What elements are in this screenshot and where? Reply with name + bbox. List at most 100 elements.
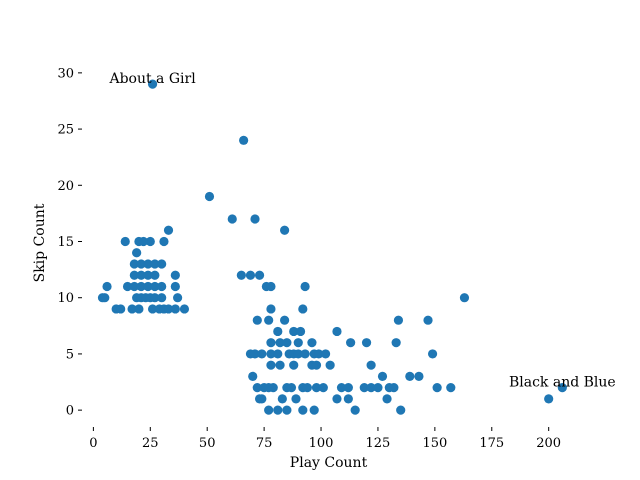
data-point — [309, 405, 319, 415]
data-point — [254, 270, 265, 280]
data-point — [275, 360, 285, 370]
data-point — [314, 349, 324, 359]
x-tick-label: 125 — [366, 436, 391, 451]
data-point — [332, 326, 342, 337]
data-point — [414, 371, 424, 382]
data-point — [163, 304, 174, 314]
data-point — [298, 304, 308, 314]
x-tick-label: 100 — [309, 436, 334, 451]
data-point — [268, 383, 278, 393]
y-tick-label: 10 — [57, 291, 74, 306]
data-point — [266, 360, 276, 370]
data-point — [227, 214, 237, 224]
data-point — [325, 360, 335, 370]
data-point — [157, 259, 167, 269]
data-point — [373, 383, 383, 393]
data-point — [236, 270, 246, 280]
data-point — [136, 259, 146, 269]
data-point — [282, 338, 292, 348]
y-tick-label: 20 — [57, 179, 74, 194]
x-tick-label: 150 — [422, 436, 447, 451]
x-tick-label: 75 — [256, 436, 273, 451]
y-axis-ticks: 0 5 10 15 20 25 30 — [57, 66, 82, 419]
data-point — [427, 349, 438, 359]
data-point — [280, 315, 290, 325]
x-tick-label: 0 — [89, 436, 97, 451]
data-point — [127, 304, 137, 314]
data-point — [273, 405, 283, 415]
data-point — [102, 281, 112, 292]
data-point — [120, 236, 130, 247]
data-point — [432, 383, 442, 393]
data-point — [311, 383, 322, 393]
data-point — [204, 191, 215, 202]
data-points — [97, 79, 567, 415]
data-point — [129, 259, 139, 269]
data-point — [318, 383, 328, 393]
point-annotation: About a Girl — [108, 71, 196, 87]
data-point — [282, 405, 292, 415]
data-point — [459, 293, 470, 303]
data-point — [291, 394, 301, 404]
data-point — [300, 281, 310, 292]
data-point — [557, 383, 567, 393]
data-point — [366, 383, 376, 393]
data-point — [293, 349, 303, 359]
data-point — [302, 383, 312, 393]
data-point — [300, 349, 310, 359]
data-point — [173, 293, 183, 303]
data-point — [157, 293, 167, 303]
data-point — [239, 135, 249, 145]
data-point — [389, 383, 399, 393]
data-point — [157, 281, 167, 292]
data-point — [273, 326, 283, 337]
data-point — [245, 270, 256, 280]
point-annotation: Black and Blue — [509, 375, 616, 391]
data-point — [129, 281, 139, 292]
x-tick-label: 200 — [536, 436, 561, 451]
data-point — [446, 383, 456, 393]
data-point — [129, 270, 139, 280]
data-point — [147, 304, 158, 314]
data-point — [159, 236, 169, 247]
y-tick-label: 15 — [57, 235, 74, 250]
data-point — [377, 371, 388, 382]
x-tick-label: 25 — [142, 436, 159, 451]
data-point — [147, 79, 158, 89]
data-point — [544, 394, 554, 404]
y-tick-label: 0 — [66, 404, 74, 419]
data-point — [307, 338, 317, 348]
data-point — [359, 383, 369, 393]
data-point — [150, 270, 160, 280]
data-point — [150, 281, 160, 292]
data-point — [179, 304, 190, 314]
data-point — [266, 338, 276, 348]
data-point — [391, 338, 401, 348]
data-point — [405, 371, 415, 382]
y-tick-label: 5 — [66, 347, 74, 362]
data-point — [264, 315, 274, 325]
data-point — [266, 349, 276, 359]
data-point — [116, 304, 126, 314]
data-point — [136, 281, 146, 292]
data-point — [298, 405, 308, 415]
data-point — [145, 236, 155, 247]
data-point — [275, 338, 285, 348]
x-tick-label: 50 — [199, 436, 216, 451]
data-point — [332, 394, 342, 404]
data-point — [122, 281, 133, 292]
data-point — [311, 360, 322, 370]
data-point — [289, 326, 299, 337]
data-point — [343, 383, 353, 393]
data-point — [100, 293, 110, 303]
data-point — [266, 281, 276, 292]
data-point — [346, 338, 356, 348]
data-point — [250, 214, 260, 224]
data-point — [343, 394, 353, 404]
data-point — [170, 270, 180, 280]
data-point — [423, 315, 433, 325]
x-tick-label: 175 — [479, 436, 504, 451]
data-point — [132, 248, 142, 258]
data-point — [163, 225, 174, 235]
data-point — [295, 326, 306, 337]
